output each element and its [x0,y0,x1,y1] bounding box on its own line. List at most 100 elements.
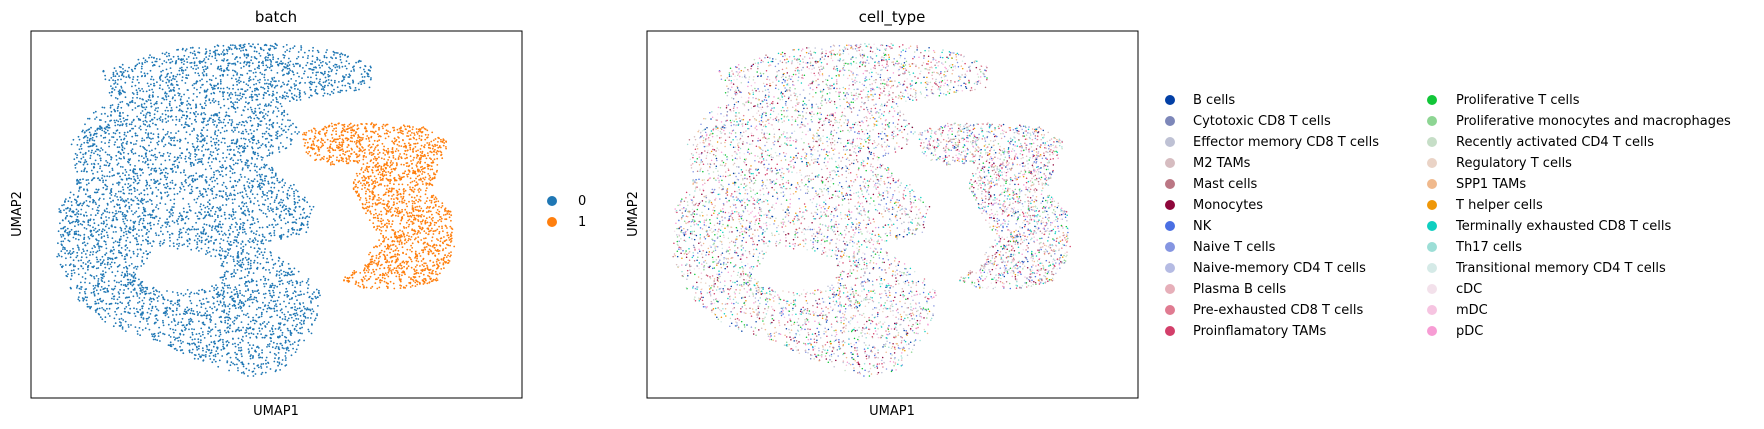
scatter-point-batch-0 [203,323,206,326]
scatter-point-batch-0 [217,65,220,68]
scatter-point-batch-0 [191,331,194,334]
scatter-point-batch-0 [201,331,204,333]
scatter-point-batch-0 [270,123,273,126]
scatter-point-batch-0 [99,245,102,248]
scatter-point-batch-0 [246,89,249,91]
scatter-point-batch-0 [271,282,274,285]
scatter-point-batch-0 [348,83,351,85]
scatter-point-batch-0 [60,255,63,258]
scatter-point-batch-0 [114,275,117,277]
scatter-point-batch-0 [101,318,104,321]
scatter-point-batch-0 [281,97,284,99]
scatter-point-batch-0 [179,313,181,316]
scatter-point-batch-0 [238,121,241,124]
scatter-point-batch-0 [290,78,293,80]
scatter-point-batch-0 [84,244,87,247]
scatter-point-batch-0 [224,271,226,274]
scatter-point-batch-0 [138,223,141,226]
scatter-point-batch-0 [175,106,178,109]
scatter-point-batch-0 [226,316,229,319]
scatter-point-batch-0 [163,98,166,101]
scatter-point-batch-0 [108,154,111,156]
scatter-point-batch-0 [124,227,127,230]
scatter-point-batch-0 [178,93,181,95]
scatter-point-batch-0 [111,293,114,295]
scatter-point-batch-0 [136,75,139,78]
scatter-point-batch-0 [159,77,161,80]
scatter-point-batch-0 [334,79,336,82]
scatter-point-batch-0 [296,314,299,316]
scatter-point-batch-0 [246,259,248,261]
scatter-point-batch-0 [77,246,80,249]
scatter-point-batch-0 [268,345,271,348]
scatter-point-batch-0 [161,140,164,143]
scatter-point-batch-0 [276,44,278,47]
scatter-point-batch-0 [233,269,236,271]
scatter-point-batch-0 [210,176,213,179]
scatter-point-batch-0 [156,308,158,311]
scatter-point-batch-0 [254,68,256,70]
scatter-point-batch-0 [167,84,169,87]
scatter-point-batch-0 [102,261,104,263]
scatter-point-batch-0 [243,54,246,57]
scatter-point-batch-0 [273,182,276,185]
scatter-point-batch-0 [270,69,273,72]
scatter-point-batch-0 [102,198,105,200]
scatter-point-batch-0 [82,137,85,139]
scatter-point-batch-0 [112,241,115,244]
scatter-point-batch-0 [157,309,160,312]
scatter-point-batch-0 [221,195,224,198]
scatter-point-batch-0 [249,200,252,203]
scatter-point-batch-0 [227,98,229,101]
scatter-point-batch-0 [68,210,71,212]
scatter-point-batch-0 [191,225,194,228]
scatter-point-batch-0 [57,253,60,255]
scatter-point-batch-0 [236,290,238,293]
scatter-point-batch-0 [207,161,210,164]
scatter-point-batch-0 [248,182,251,185]
scatter-point-batch-0 [272,110,275,113]
scatter-point-batch-0 [230,105,233,108]
scatter-point-batch-0 [207,201,209,204]
scatter-point-batch-0 [64,252,66,255]
scatter-point-batch-0 [168,159,171,161]
scatter-point-batch-0 [303,199,306,201]
scatter-point-batch-0 [142,217,145,220]
scatter-point-batch-0 [126,118,129,121]
scatter-point-batch-0 [242,365,245,368]
scatter-point-batch-0 [145,201,148,203]
scatter-point-batch-0 [240,67,243,69]
scatter-point-batch-0 [143,147,146,149]
scatter-point-batch-0 [164,191,167,194]
scatter-point-batch-0 [136,203,139,205]
scatter-point-batch-0 [244,138,247,141]
scatter-point-batch-0 [269,368,272,370]
scatter-point-batch-0 [219,131,222,134]
scatter-point-batch-0 [185,181,188,184]
scatter-point-batch-0 [123,147,126,150]
scatter-point-batch-0 [352,81,354,84]
scatter-point-batch-0 [303,319,306,322]
scatter-point-batch-0 [291,284,294,286]
scatter-point-batch-0 [184,179,187,181]
scatter-point-batch-0 [242,196,245,199]
scatter-point-batch-0 [289,60,292,63]
scatter-point-batch-0 [330,79,333,82]
scatter-point-batch-0 [89,196,92,199]
scatter-point-batch-0 [109,263,112,266]
scatter-point-batch-0 [87,220,90,223]
scatter-point-batch-0 [276,107,279,110]
scatter-point-batch-0 [90,163,93,165]
scatter-point-batch-0 [262,254,264,257]
scatter-point-batch-0 [96,243,99,246]
scatter-point-batch-0 [268,269,270,271]
scatter-point-batch-0 [222,239,225,242]
scatter-point-batch-0 [281,264,284,267]
scatter-point-batch-0 [219,329,221,332]
scatter-point-batch-0 [120,229,123,232]
scatter-point-batch-0 [96,153,99,156]
scatter-point-batch-0 [286,290,289,293]
scatter-point-batch-0 [131,121,133,123]
scatter-point-batch-0 [176,349,178,352]
scatter-point-batch-0 [271,169,274,172]
